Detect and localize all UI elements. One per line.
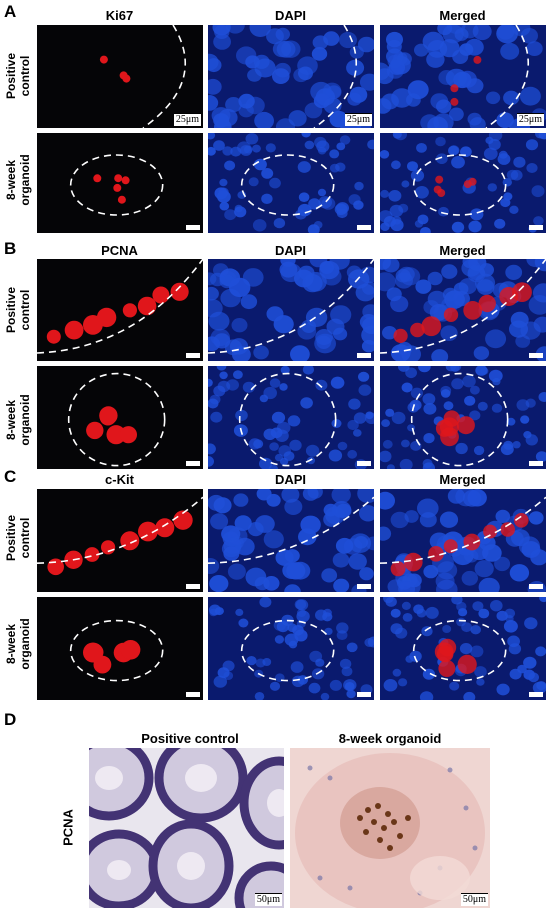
scale-bar <box>186 461 200 466</box>
panel-letter-a: A <box>4 2 17 21</box>
scale-bar <box>357 225 371 230</box>
micrograph-b-merged <box>380 366 546 469</box>
micrograph-a-merged <box>380 133 546 233</box>
column-title-positive-control: Positive control <box>141 731 239 746</box>
scale-bar <box>529 461 543 466</box>
scale-bar: 25μm <box>173 113 201 126</box>
scale-bar: 50μm <box>254 893 282 906</box>
micrograph-b-dapi <box>208 259 374 361</box>
ihc-image-positive-control: 50μm <box>89 748 284 908</box>
micrograph-c-dapi <box>208 597 374 700</box>
row-label-positive-control: Positive control <box>4 286 32 334</box>
scale-bar <box>357 461 371 466</box>
scale-bar <box>529 692 543 697</box>
scale-bar <box>357 584 371 589</box>
row-label-8-week-organoid: 8-week organoid <box>4 394 32 446</box>
micrograph-a-dapi <box>208 133 374 233</box>
scale-bar <box>186 353 200 358</box>
micrograph-a-dapi: 25μm <box>208 25 374 128</box>
scale-bar <box>186 584 200 589</box>
column-title-merged: Merged <box>439 472 486 487</box>
micrograph-a-merged: 25μm <box>380 25 546 128</box>
micrograph-c-merged <box>380 489 546 592</box>
micrograph-c-signal <box>37 597 203 700</box>
scale-bar: 25μm <box>344 113 372 126</box>
column-title-ki67: Ki67 <box>105 8 134 23</box>
column-title-dapi: DAPI <box>274 243 307 258</box>
micrograph-c-dapi <box>208 489 374 592</box>
panel-letter-c: C <box>4 467 17 486</box>
scale-bar: 25μm <box>516 113 544 126</box>
scale-bar: 50μm <box>460 893 488 906</box>
micrograph-c-merged <box>380 597 546 700</box>
micrograph-b-signal <box>37 259 203 361</box>
column-title-dapi: DAPI <box>274 8 307 23</box>
column-title-merged: Merged <box>439 243 486 258</box>
column-title-merged: Merged <box>439 8 486 23</box>
row-label-positive-control: Positive control <box>4 514 32 562</box>
row-label-pcna: PCNA <box>60 809 76 846</box>
column-title-8-week-organoid: 8-week organoid <box>338 731 442 746</box>
panel-letter-d: D <box>4 710 17 729</box>
row-label-8-week-organoid: 8-week organoid <box>4 154 32 206</box>
scale-bar <box>186 692 200 697</box>
row-label-8-week-organoid: 8-week organoid <box>4 618 32 670</box>
micrograph-a-signal: 25μm <box>37 25 203 128</box>
column-title-pcna: PCNA <box>101 243 138 258</box>
micrograph-b-merged <box>380 259 546 361</box>
column-title-ckit: c-Kit <box>105 472 134 487</box>
scale-bar <box>357 692 371 697</box>
scale-bar <box>529 584 543 589</box>
row-label-positive-control: Positive control <box>4 52 32 100</box>
scale-bar <box>357 353 371 358</box>
micrograph-a-signal <box>37 133 203 233</box>
micrograph-c-signal <box>37 489 203 592</box>
column-title-dapi: DAPI <box>274 472 307 487</box>
scale-bar <box>529 353 543 358</box>
scale-bar <box>529 225 543 230</box>
ihc-image-8-week-organoid: 50μm <box>290 748 490 908</box>
scale-bar <box>186 225 200 230</box>
panel-letter-b: B <box>4 239 17 258</box>
micrograph-b-dapi <box>208 366 374 469</box>
micrograph-b-signal <box>37 366 203 469</box>
